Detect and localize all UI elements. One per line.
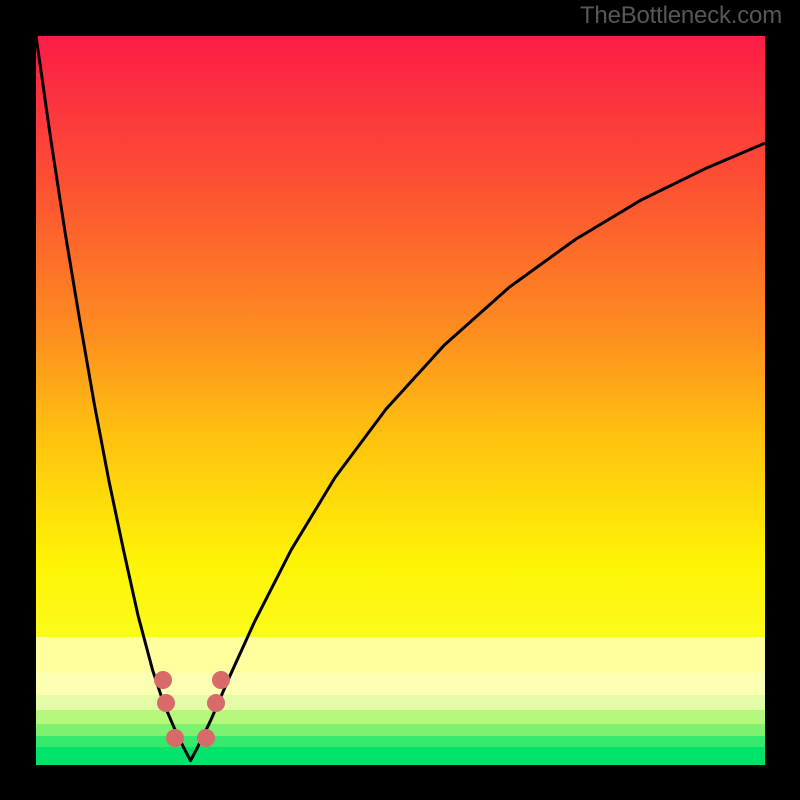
- color-band: [36, 747, 765, 765]
- notch-dot: [166, 729, 184, 747]
- watermark-text: TheBottleneck.com: [580, 2, 782, 30]
- color-band: [36, 673, 765, 695]
- color-band: [36, 637, 765, 673]
- notch-dot: [154, 671, 172, 689]
- color-band: [36, 710, 765, 725]
- notch-dot: [207, 694, 225, 712]
- notch-dot: [157, 694, 175, 712]
- color-band: [36, 724, 765, 736]
- color-band: [36, 695, 765, 710]
- chart-container: { "canvas": { "width": 800, "height": 80…: [0, 0, 800, 800]
- color-band: [36, 736, 765, 747]
- notch-dot: [197, 729, 215, 747]
- notch-dot: [212, 671, 230, 689]
